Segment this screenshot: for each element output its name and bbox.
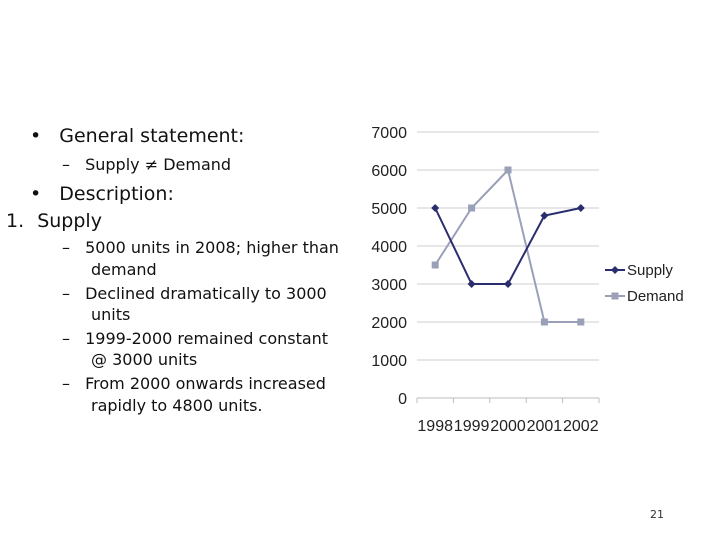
legend-label-demand: Demand [627, 288, 684, 305]
y-tick-label: 5000 [371, 201, 407, 218]
sub-bullet-continuation: @ 3000 units [91, 350, 198, 369]
x-tick-label: 1999 [454, 418, 490, 435]
data-point-demand [577, 318, 585, 326]
bullet-marker: – [62, 329, 70, 348]
data-point-demand [431, 261, 439, 269]
data-point-supply [467, 280, 476, 288]
bullet-marker: – [62, 374, 70, 393]
bullet-text: Supply ≠ Demand [85, 155, 232, 174]
sub-bullet-constant: – 1999-2000 remained constant [62, 329, 328, 348]
data-point-supply [540, 211, 549, 220]
legend-marker-supply [611, 266, 619, 274]
bullet-text: From 2000 onwards increased [85, 374, 326, 393]
sub-bullet-continuation: rapidly to 4800 units. [91, 396, 263, 415]
data-point-demand [540, 318, 548, 326]
data-point-supply [431, 204, 440, 212]
data-point-supply [504, 280, 512, 288]
bullet-marker: – [62, 155, 70, 174]
bullet-text: Supply [37, 210, 102, 232]
bullet-marker: – [62, 284, 70, 303]
y-tick-label: 7000 [371, 125, 407, 142]
data-point-demand [504, 166, 512, 174]
y-tick-label: 4000 [371, 239, 407, 256]
page-number: 21 [650, 508, 664, 521]
bullet-marker: • [30, 183, 42, 205]
y-tick-label: 2000 [371, 315, 407, 332]
x-tick-label: 2000 [490, 418, 526, 435]
numbered-item-supply: 1. Supply [6, 210, 102, 232]
legend-marker-demand [611, 292, 619, 300]
bullet-text: Declined dramatically to 3000 [85, 284, 327, 303]
y-tick-label: 3000 [371, 277, 407, 294]
legend-label-supply: Supply [627, 262, 673, 279]
data-point-demand [468, 204, 476, 212]
bullet-text: General statement: [59, 125, 245, 147]
sub-bullet-increased: – From 2000 onwards increased [62, 374, 326, 393]
bullet-text: 5000 units in 2008; higher than [85, 238, 339, 257]
x-tick-label: 1998 [417, 418, 453, 435]
bullet-marker: • [30, 125, 42, 147]
bullet-marker: – [62, 238, 70, 257]
bullet-general-statement: • General statement: [30, 125, 244, 147]
number-marker: 1. [6, 210, 25, 232]
sub-bullet-continuation: demand [91, 260, 157, 279]
bullet-description: • Description: [30, 183, 174, 205]
y-tick-label: 6000 [371, 163, 407, 180]
y-tick-label: 1000 [371, 353, 407, 370]
bullet-text: Description: [59, 183, 174, 205]
x-tick-label: 2002 [563, 418, 599, 435]
data-point-supply [576, 204, 585, 212]
sub-bullet-supply-demand: – Supply ≠ Demand [62, 155, 231, 174]
x-tick-label: 2001 [527, 418, 563, 435]
bullet-text: 1999-2000 remained constant [85, 329, 329, 348]
sub-bullet-5000-units: – 5000 units in 2008; higher than [62, 238, 339, 257]
y-tick-label: 0 [398, 391, 407, 408]
sub-bullet-declined: – Declined dramatically to 3000 [62, 284, 327, 303]
sub-bullet-continuation: units [91, 305, 131, 324]
